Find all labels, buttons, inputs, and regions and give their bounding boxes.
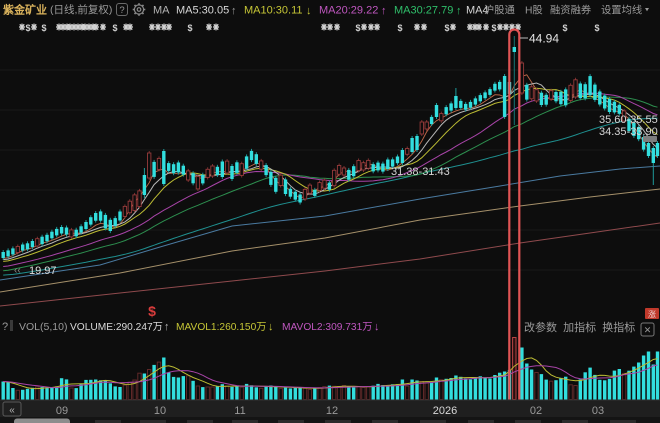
svg-text:«: « [9,405,15,416]
svg-text:?: ? [119,5,124,16]
svg-text:改参数 加指标 换指标: 改参数 加指标 换指标 [524,320,635,334]
svg-text:MAVOL1:260.150万: MAVOL1:260.150万 [176,322,266,333]
svg-text:?: ? [2,321,8,333]
svg-text:融资融券: 融资融券 [550,4,592,17]
svg-text:35.60-35.55: 35.60-35.55 [599,114,658,126]
svg-text:↑: ↑ [381,5,387,17]
svg-text:MA10:30.11: MA10:30.11 [244,5,303,17]
svg-text:$: $ [187,23,192,33]
svg-text:VOL(5,10): VOL(5,10) [19,321,67,333]
svg-text:$: $ [41,23,46,33]
svg-text:$: $ [148,303,156,319]
svg-text:↑: ↑ [164,321,170,333]
svg-text:涨: 涨 [648,309,656,319]
svg-text:沪股通: 沪股通 [484,4,515,17]
svg-text:设置均线: 设置均线 [601,4,642,17]
svg-text:✕: ✕ [644,325,652,335]
svg-text:H股: H股 [525,5,543,17]
svg-text:↓: ↓ [306,5,312,17]
svg-text:‹‹: ‹‹ [14,265,21,276]
svg-text:02: 02 [530,405,542,417]
svg-text:$: $ [25,23,30,33]
svg-text:紫金矿业: 紫金矿业 [3,3,47,17]
svg-text:(日线,前复权): (日线,前复权) [50,3,112,16]
svg-text:12: 12 [326,405,338,417]
svg-text:MA5:30.05: MA5:30.05 [176,5,229,17]
svg-text:11: 11 [234,405,245,417]
svg-text:31.38-31.43: 31.38-31.43 [391,166,450,178]
svg-text:↑: ↑ [231,5,237,17]
svg-text:MA4: MA4 [466,5,489,17]
svg-text:$: $ [444,23,449,33]
svg-text:$: $ [355,23,360,33]
svg-text:34.35-33.90: 34.35-33.90 [599,126,658,138]
svg-text:$: $ [112,23,117,33]
svg-text:10: 10 [154,405,166,417]
svg-text:MAVOL2:309.731万: MAVOL2:309.731万 [282,322,372,333]
svg-text:09: 09 [56,405,68,417]
svg-text:2026: 2026 [433,405,457,417]
svg-text:$: $ [594,23,599,33]
svg-text:VOLUME:290.247万: VOLUME:290.247万 [70,322,163,333]
svg-text:MA: MA [153,5,170,17]
svg-text:MA30:27.79: MA30:27.79 [394,5,453,17]
svg-text:$: $ [397,23,402,33]
svg-text:03: 03 [592,405,604,417]
svg-text:↓: ↓ [268,321,274,333]
svg-text:19.97: 19.97 [29,265,57,277]
svg-text:$: $ [562,23,567,33]
svg-text:44.94: 44.94 [529,32,559,46]
svg-text:$: $ [491,23,496,33]
svg-text:MA20:29.22: MA20:29.22 [319,5,378,17]
svg-text:↓: ↓ [374,321,380,333]
svg-text:↑: ↑ [456,5,462,17]
